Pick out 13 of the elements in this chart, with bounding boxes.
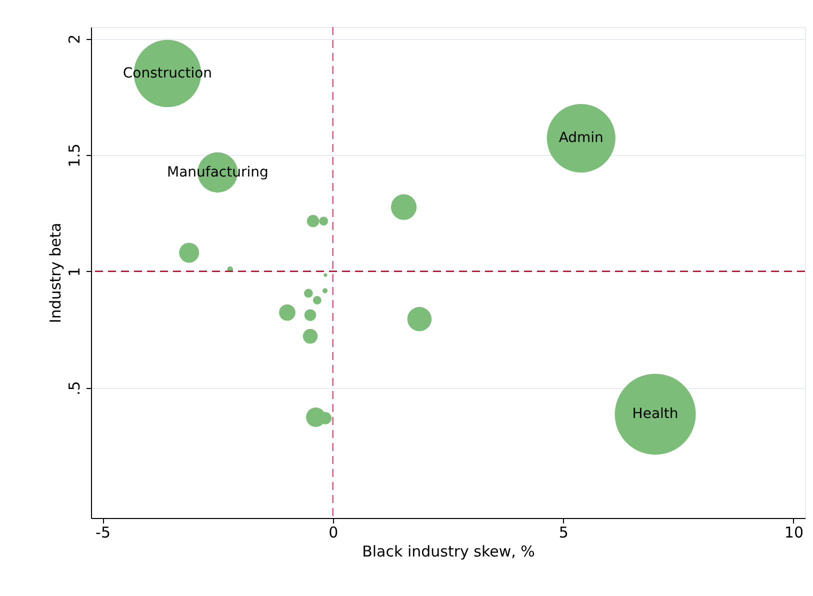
x-tick-label: 0 [328, 524, 338, 542]
x-tick-label: 5 [558, 524, 568, 542]
y-tick-label: 1.5 [66, 144, 84, 168]
annotation: Admin [558, 130, 604, 146]
x-axis-title: Black industry skew, % [362, 542, 535, 560]
annotation: Health [632, 406, 678, 422]
y-tick-label: 1 [66, 267, 84, 277]
x-tick-label: 10 [784, 524, 804, 542]
annotation: Manufacturing [166, 164, 268, 180]
y-tick-label: 2 [66, 34, 84, 44]
y-axis-title: Industry beta [46, 222, 64, 324]
y-tick-label: .5 [66, 381, 84, 396]
x-tick-label: -5 [96, 524, 110, 542]
